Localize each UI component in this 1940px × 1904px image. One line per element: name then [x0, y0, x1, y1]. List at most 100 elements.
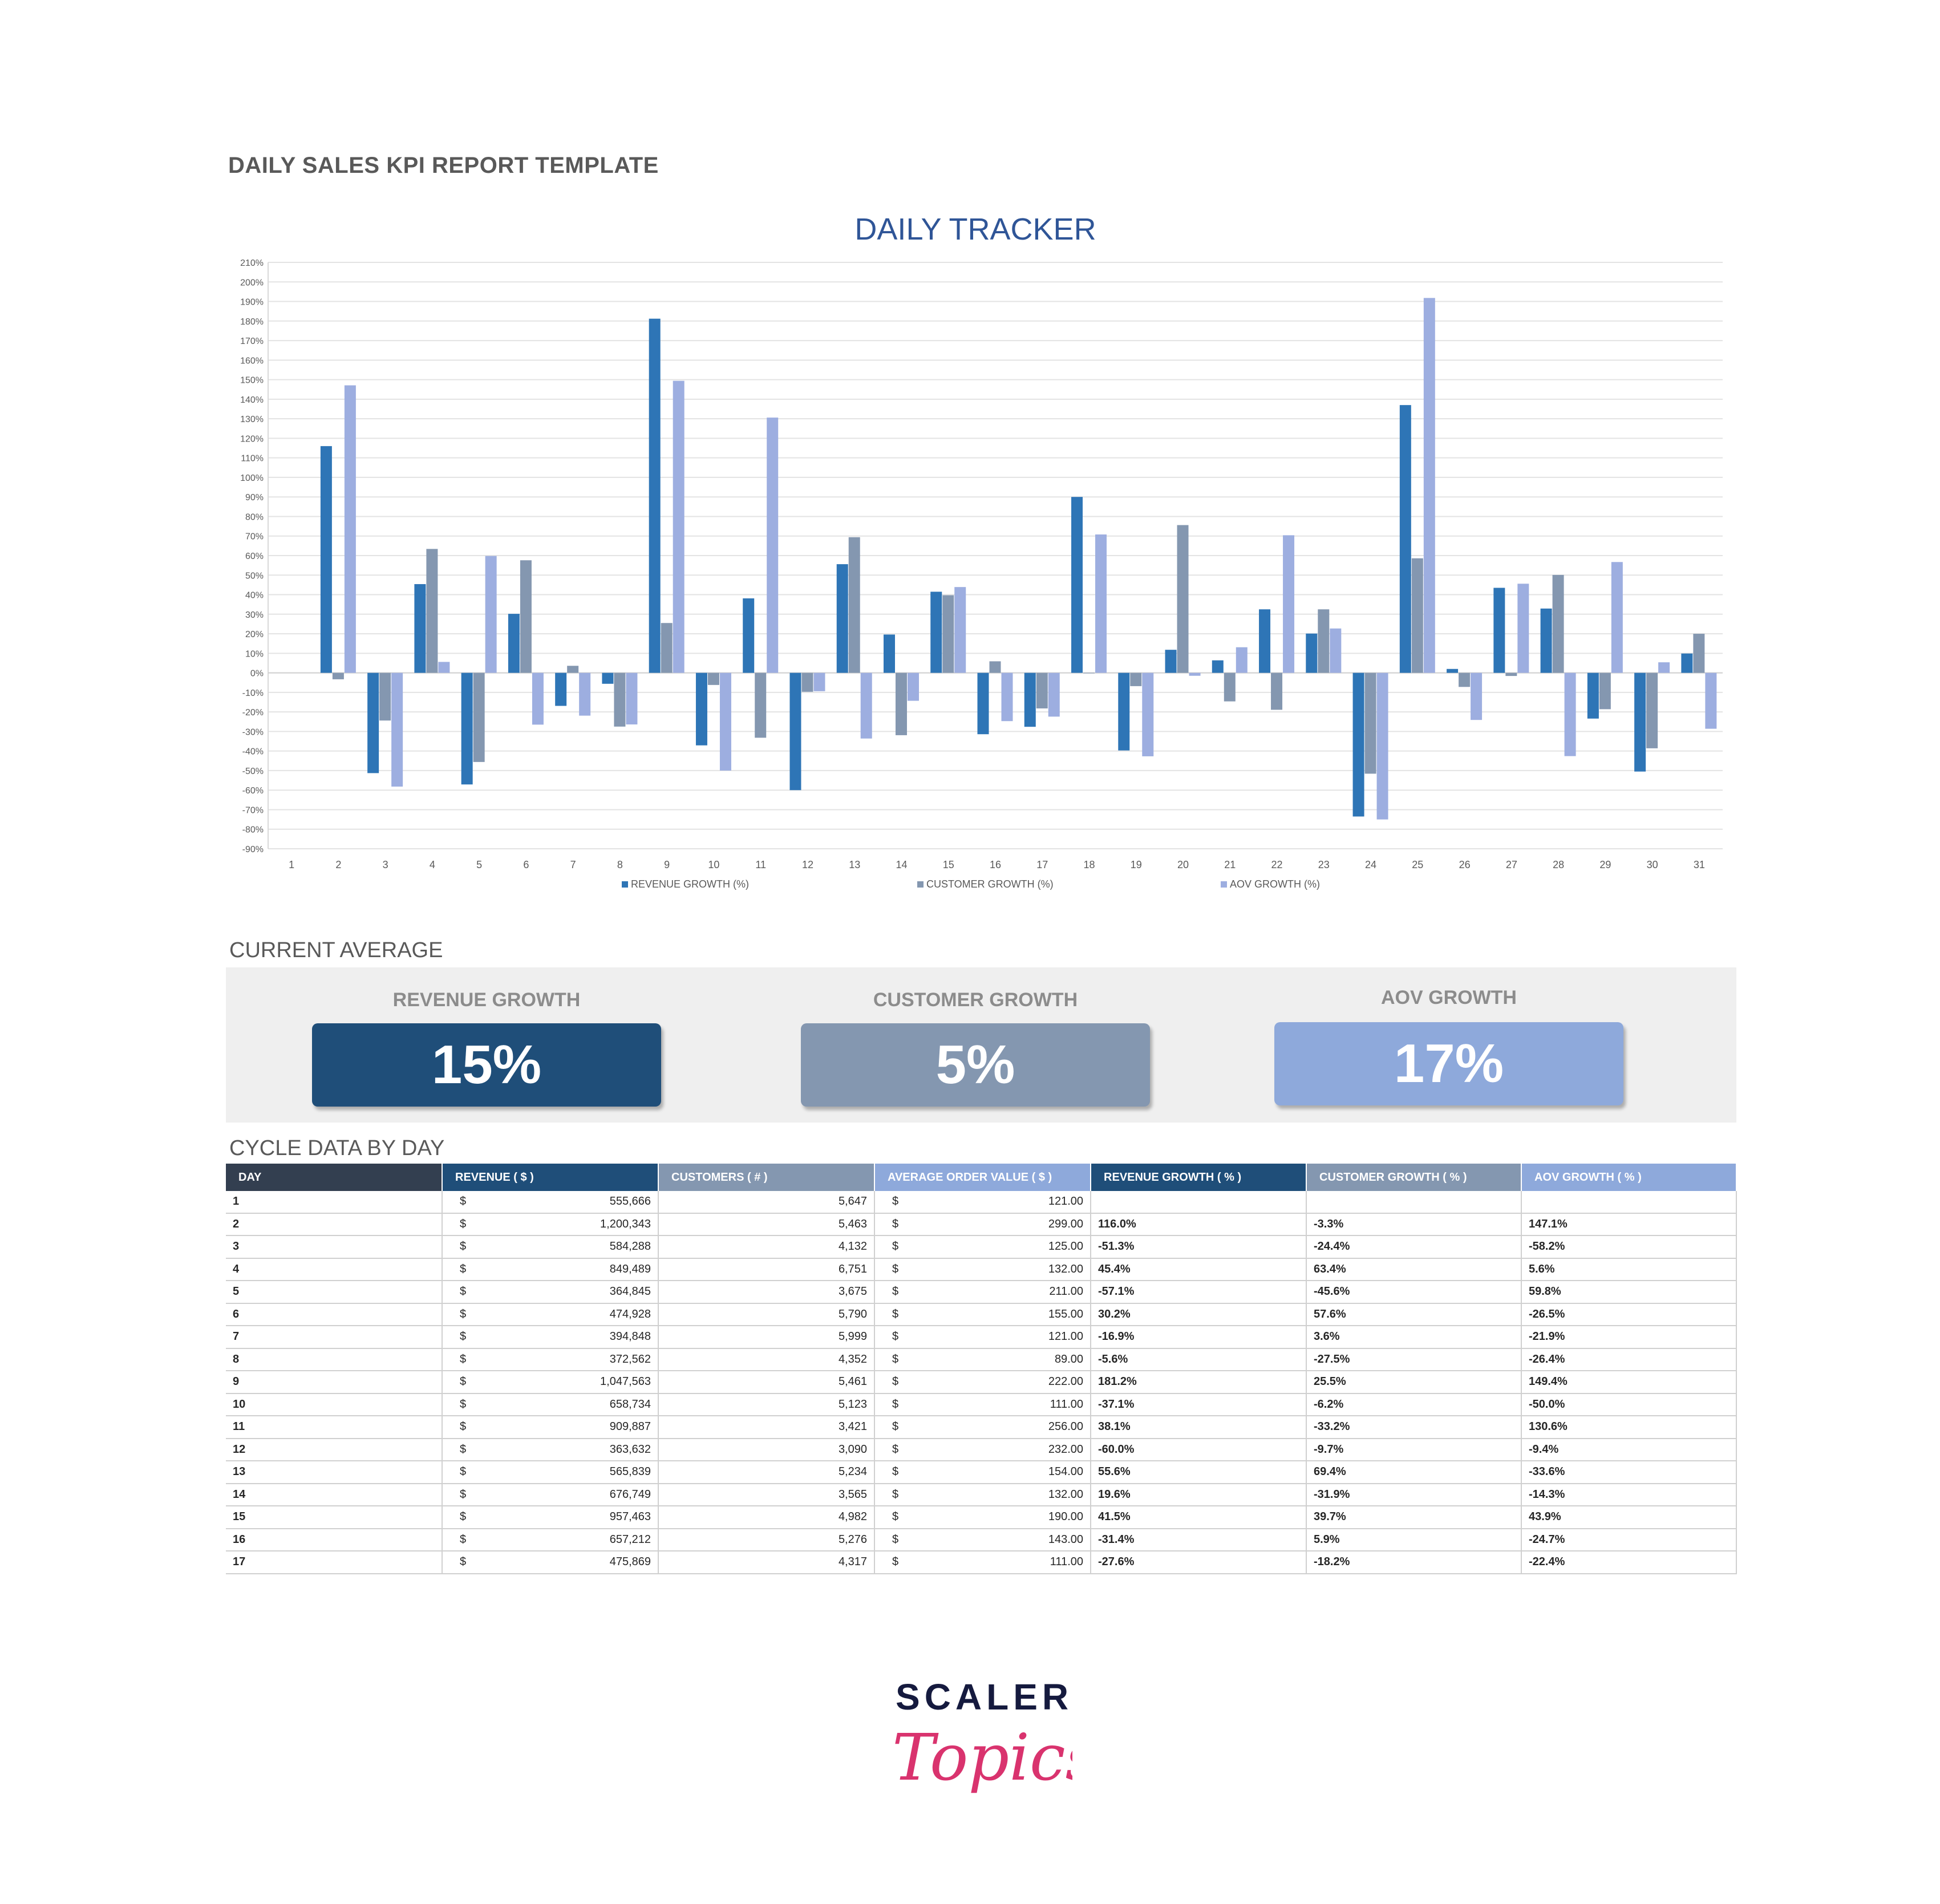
cell-ag — [1521, 1191, 1737, 1214]
scaler-logo-text: SCALER — [896, 1676, 1074, 1717]
customer-growth-value: 5% — [801, 1023, 1150, 1107]
cell-value: 4,317 — [838, 1555, 867, 1569]
bar — [813, 673, 825, 691]
cell-cg: 3.6% — [1306, 1326, 1522, 1349]
y-tick-label: -10% — [242, 688, 264, 698]
cell-value: 5,123 — [838, 1397, 867, 1411]
x-tick-label: 16 — [990, 859, 1001, 870]
bar — [1459, 673, 1471, 687]
cell-day: 12 — [226, 1438, 443, 1461]
cell-revenue: $363,632 — [442, 1438, 659, 1461]
cell-rg: -31.4% — [1091, 1528, 1307, 1551]
cell-ag: 43.9% — [1521, 1506, 1737, 1529]
y-tick-label: 90% — [245, 493, 264, 503]
cell-rg: -51.3% — [1091, 1235, 1307, 1259]
bar — [895, 673, 907, 735]
x-tick-label: 9 — [664, 859, 670, 870]
cell-customers: 4,982 — [658, 1506, 875, 1529]
currency-symbol: $ — [892, 1510, 899, 1524]
column-header: AVERAGE ORDER VALUE ( $ ) — [874, 1164, 1091, 1191]
cell-ag: -14.3% — [1521, 1483, 1737, 1506]
cell-value: 10 — [233, 1397, 246, 1411]
cell-value: 3,090 — [838, 1443, 867, 1456]
cell-customers: 4,317 — [658, 1551, 875, 1574]
table-row: 8 $372,562 4,352 $89.00 -5.6% -27.5% -26.4% — [226, 1348, 1737, 1371]
bar — [426, 549, 438, 673]
cell-customers: 3,675 — [658, 1281, 875, 1304]
currency-symbol: $ — [460, 1330, 467, 1343]
bar — [332, 673, 344, 679]
bar — [1330, 628, 1342, 673]
y-tick-label: 100% — [240, 473, 264, 483]
table-row: 17 $475,869 4,317 $111.00 -27.6% -18.2% -22.4% — [226, 1551, 1737, 1574]
x-tick-label: 7 — [570, 859, 576, 870]
y-tick-label: -40% — [242, 747, 264, 757]
y-tick-label: 50% — [245, 571, 264, 581]
cell-rg: 38.1% — [1091, 1416, 1307, 1439]
x-tick-label: 27 — [1506, 859, 1517, 870]
cell-value: 132.00 — [1048, 1488, 1083, 1501]
cell-value: 41.5% — [1098, 1510, 1131, 1524]
bar — [1705, 673, 1717, 729]
cell-value: 121.00 — [1048, 1330, 1083, 1343]
cell-customers: 5,123 — [658, 1393, 875, 1416]
x-tick-label: 19 — [1131, 859, 1142, 870]
currency-symbol: $ — [460, 1217, 467, 1230]
cell-value: 555,666 — [609, 1195, 651, 1208]
cell-day: 13 — [226, 1461, 443, 1484]
currency-symbol: $ — [460, 1443, 467, 1456]
y-tick-label: 130% — [240, 415, 264, 424]
y-tick-label: 10% — [245, 649, 264, 659]
cell-revenue: $474,928 — [442, 1303, 659, 1326]
cell-ag: -58.2% — [1521, 1235, 1737, 1259]
currency-symbol: $ — [892, 1533, 899, 1546]
cell-value: 657,212 — [609, 1533, 651, 1546]
bar — [414, 584, 426, 673]
cell-value: 909,887 — [609, 1420, 651, 1433]
cell-rg: -27.6% — [1091, 1551, 1307, 1574]
cell-value: -24.7% — [1529, 1533, 1565, 1546]
currency-symbol: $ — [460, 1285, 467, 1298]
bar — [1599, 673, 1611, 710]
cell-value: 211.00 — [1049, 1285, 1083, 1298]
currency-symbol: $ — [892, 1488, 899, 1501]
cell-aov: $132.00 — [874, 1483, 1091, 1506]
bar — [977, 673, 989, 735]
currency-symbol: $ — [892, 1330, 899, 1343]
x-tick-label: 23 — [1318, 859, 1330, 870]
cell-aov: $155.00 — [874, 1303, 1091, 1326]
cell-value: 5,234 — [838, 1465, 867, 1478]
cell-ag: 147.1% — [1521, 1213, 1737, 1236]
x-tick-label: 31 — [1694, 859, 1705, 870]
bar — [1259, 609, 1271, 673]
bar — [801, 673, 813, 692]
bar — [1283, 535, 1295, 673]
cell-revenue: $957,463 — [442, 1506, 659, 1529]
cell-aov: $211.00 — [874, 1281, 1091, 1304]
cell-value: 17 — [233, 1555, 246, 1569]
cell-day: 6 — [226, 1303, 443, 1326]
bar — [1447, 669, 1459, 673]
bar — [1212, 660, 1224, 673]
cell-value: 3,421 — [838, 1420, 867, 1433]
cell-value: 1,047,563 — [600, 1375, 651, 1388]
y-tick-label: 210% — [240, 258, 264, 268]
bar — [614, 673, 626, 727]
table-row: 14 $676,749 3,565 $132.00 19.6% -31.9% -14.3% — [226, 1483, 1737, 1506]
cell-customers: 5,790 — [658, 1303, 875, 1326]
cell-value: 2 — [233, 1217, 240, 1230]
cell-value: -58.2% — [1529, 1240, 1565, 1253]
bar — [1306, 633, 1318, 673]
currency-symbol: $ — [460, 1510, 467, 1524]
cell-aov: $143.00 — [874, 1528, 1091, 1551]
x-tick-label: 15 — [943, 859, 954, 870]
cell-value: 256.00 — [1048, 1420, 1083, 1433]
bar — [391, 673, 403, 787]
x-tick-label: 18 — [1084, 859, 1095, 870]
x-tick-label: 1 — [289, 859, 294, 870]
cell-aov: $111.00 — [874, 1393, 1091, 1416]
bar — [1540, 608, 1552, 673]
bar — [1318, 609, 1330, 673]
cell-cg: 63.4% — [1306, 1258, 1522, 1281]
cell-ag: -22.4% — [1521, 1551, 1737, 1574]
